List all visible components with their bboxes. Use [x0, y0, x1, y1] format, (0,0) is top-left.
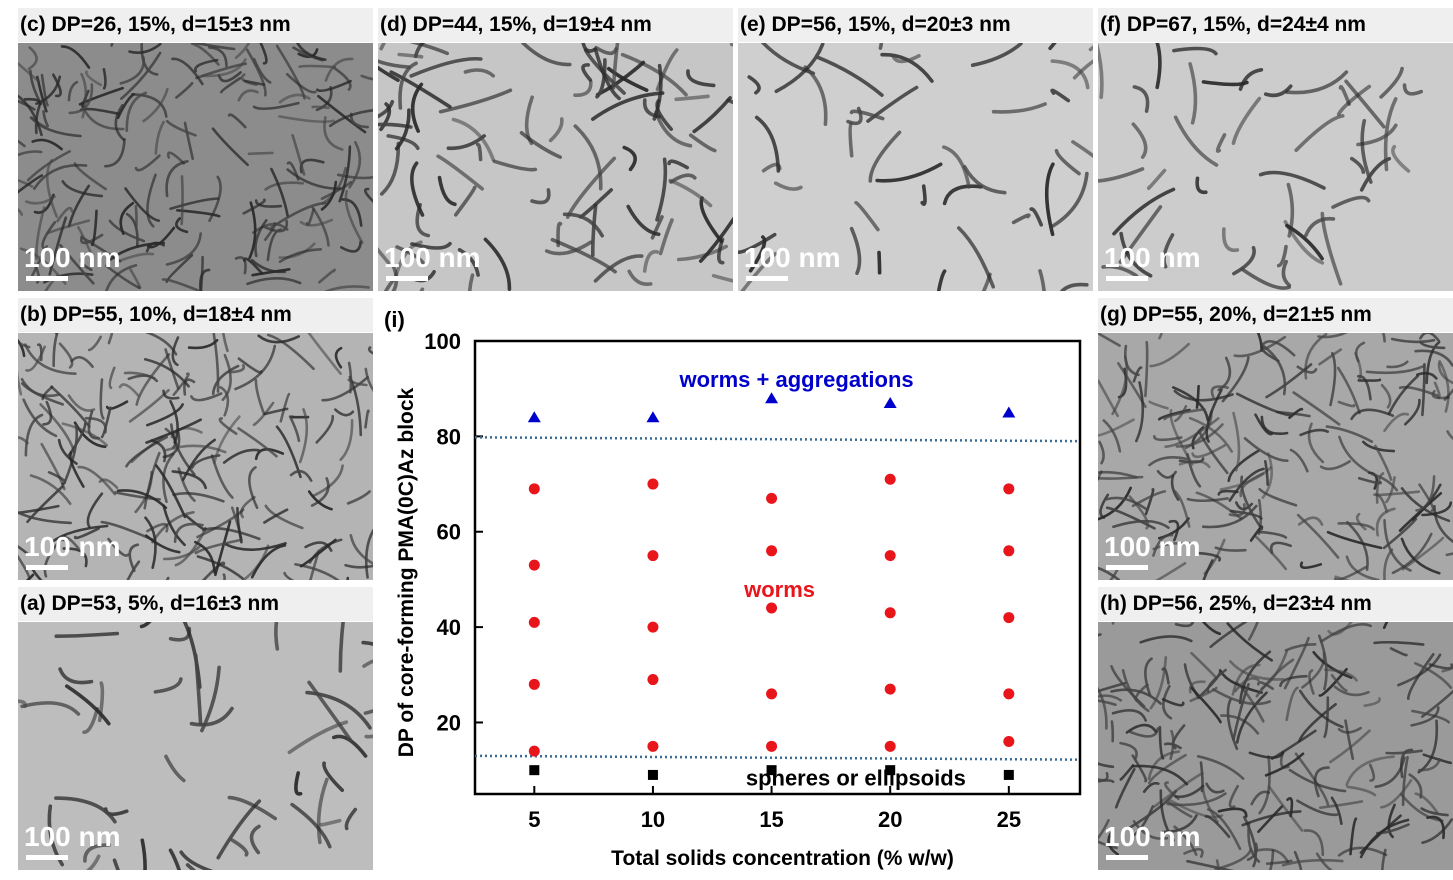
scale-bar-b: 100 nm [24, 532, 134, 572]
chart-annotation: worms + aggregations [679, 367, 914, 392]
chart-panel-label: (i) [384, 307, 405, 332]
worm-micelle [1112, 722, 1113, 742]
data-point-worms [766, 741, 777, 752]
scale-bar-h: 100 nm [1104, 822, 1214, 862]
y-tick-label: 40 [437, 615, 461, 640]
worm-micelle [104, 69, 106, 88]
tem-panel-e: (e) DP=56, 15%, d=20±3 nm 100 nm [738, 8, 1093, 291]
data-point-aggregations [1002, 407, 1015, 418]
y-tick-label: 20 [437, 710, 461, 735]
data-point-aggregations [765, 392, 778, 403]
data-point-worms [647, 479, 658, 490]
panel-caption-a: (a) DP=53, 5%, d=16±3 nm [18, 587, 373, 621]
data-point-worms [766, 493, 777, 504]
chart-annotation: spheres or ellipsoids [746, 765, 966, 790]
phase-boundary-line [475, 437, 1080, 441]
worm-micelle [249, 153, 273, 154]
scale-bar-g: 100 nm [1104, 532, 1214, 572]
panel-caption-d: (d) DP=44, 15%, d=19±4 nm [378, 8, 733, 42]
worm-micelle [1359, 380, 1380, 381]
data-point-worms [1003, 612, 1014, 623]
worm-micelle [1098, 477, 1142, 479]
y-tick-label: 100 [424, 329, 461, 354]
panel-caption-g: (g) DP=55, 20%, d=21±5 nm [1098, 298, 1453, 332]
data-point-spheres [529, 765, 539, 775]
data-point-worms [529, 483, 540, 494]
data-point-worms [1003, 545, 1014, 556]
data-point-worms [885, 474, 896, 485]
x-tick-label: 5 [528, 807, 540, 832]
data-point-spheres [648, 770, 658, 780]
worm-micelle [879, 253, 880, 273]
data-point-worms [529, 617, 540, 628]
data-point-worms [885, 741, 896, 752]
scale-bar-d: 100 nm [384, 243, 494, 283]
panel-caption-b: (b) DP=55, 10%, d=18±4 nm [18, 298, 373, 332]
data-point-worms [885, 607, 896, 618]
data-point-worms [529, 746, 540, 757]
x-axis-label: Total solids concentration (% w/w) [611, 847, 954, 870]
data-point-aggregations [528, 411, 541, 422]
worm-micelle [313, 107, 329, 108]
x-tick-label: 10 [641, 807, 665, 832]
tem-panel-a: (a) DP=53, 5%, d=16±3 nm 100 nm [18, 587, 373, 870]
x-tick-label: 15 [759, 807, 783, 832]
panel-caption-c: (c) DP=26, 15%, d=15±3 nm [18, 8, 373, 42]
tem-panel-f: (f) DP=67, 15%, d=24±4 nm 100 nm [1098, 8, 1453, 291]
data-point-worms [1003, 736, 1014, 747]
tem-panel-b: (b) DP=55, 10%, d=18±4 nm 100 nm [18, 298, 373, 580]
data-point-aggregations [884, 397, 897, 408]
scale-bar-c: 100 nm [24, 243, 134, 283]
scale-bar-a: 100 nm [24, 822, 134, 862]
data-point-worms [647, 622, 658, 633]
data-point-spheres [1004, 770, 1014, 780]
data-point-worms [529, 679, 540, 690]
data-point-worms [766, 688, 777, 699]
data-point-worms [529, 560, 540, 571]
y-tick-label: 60 [437, 520, 461, 545]
data-point-worms [1003, 688, 1014, 699]
panel-caption-h: (h) DP=56, 25%, d=23±4 nm [1098, 587, 1453, 621]
x-tick-label: 20 [878, 807, 902, 832]
worm-micelle [182, 176, 183, 224]
data-point-worms [766, 545, 777, 556]
x-tick-label: 25 [997, 807, 1021, 832]
data-point-worms [647, 674, 658, 685]
chart-canvas: (i) 5 10 15 20 25 20 40 60 80 100 Total solids conc… [375, 300, 1100, 875]
worm-micelle [850, 124, 852, 156]
tem-panel-h: (h) DP=56, 25%, d=23±4 nm 100 nm [1098, 587, 1453, 870]
y-axis-label: DP of core-forming PMA(0C)Az block [395, 387, 418, 757]
data-point-worms [1003, 483, 1014, 494]
worm-micelle [399, 55, 421, 57]
data-point-worms [766, 603, 777, 614]
panel-caption-e: (e) DP=56, 15%, d=20±3 nm [738, 8, 1093, 42]
data-point-worms [647, 550, 658, 561]
chart-annotation: worms [743, 577, 815, 602]
plot-frame [475, 341, 1080, 794]
tem-panel-d: (d) DP=44, 15%, d=19±4 nm 100 nm [378, 8, 733, 291]
phase-boundary-line [475, 756, 1080, 760]
tem-panel-c: (c) DP=26, 15%, d=15±3 nm 100 nm [18, 8, 373, 291]
scale-bar-f: 100 nm [1104, 243, 1214, 283]
data-point-aggregations [646, 411, 659, 422]
data-point-worms [647, 741, 658, 752]
phase-diagram-chart: (i) 5 10 15 20 25 20 40 60 80 100 Total solids conc… [375, 300, 1100, 875]
data-point-worms [885, 684, 896, 695]
data-point-worms [885, 550, 896, 561]
scale-bar-e: 100 nm [744, 243, 854, 283]
tem-panel-g: (g) DP=55, 20%, d=21±5 nm 100 nm [1098, 298, 1453, 580]
panel-caption-f: (f) DP=67, 15%, d=24±4 nm [1098, 8, 1453, 42]
worm-micelle [300, 66, 335, 67]
worm-micelle [136, 206, 137, 226]
y-tick-label: 80 [437, 424, 461, 449]
